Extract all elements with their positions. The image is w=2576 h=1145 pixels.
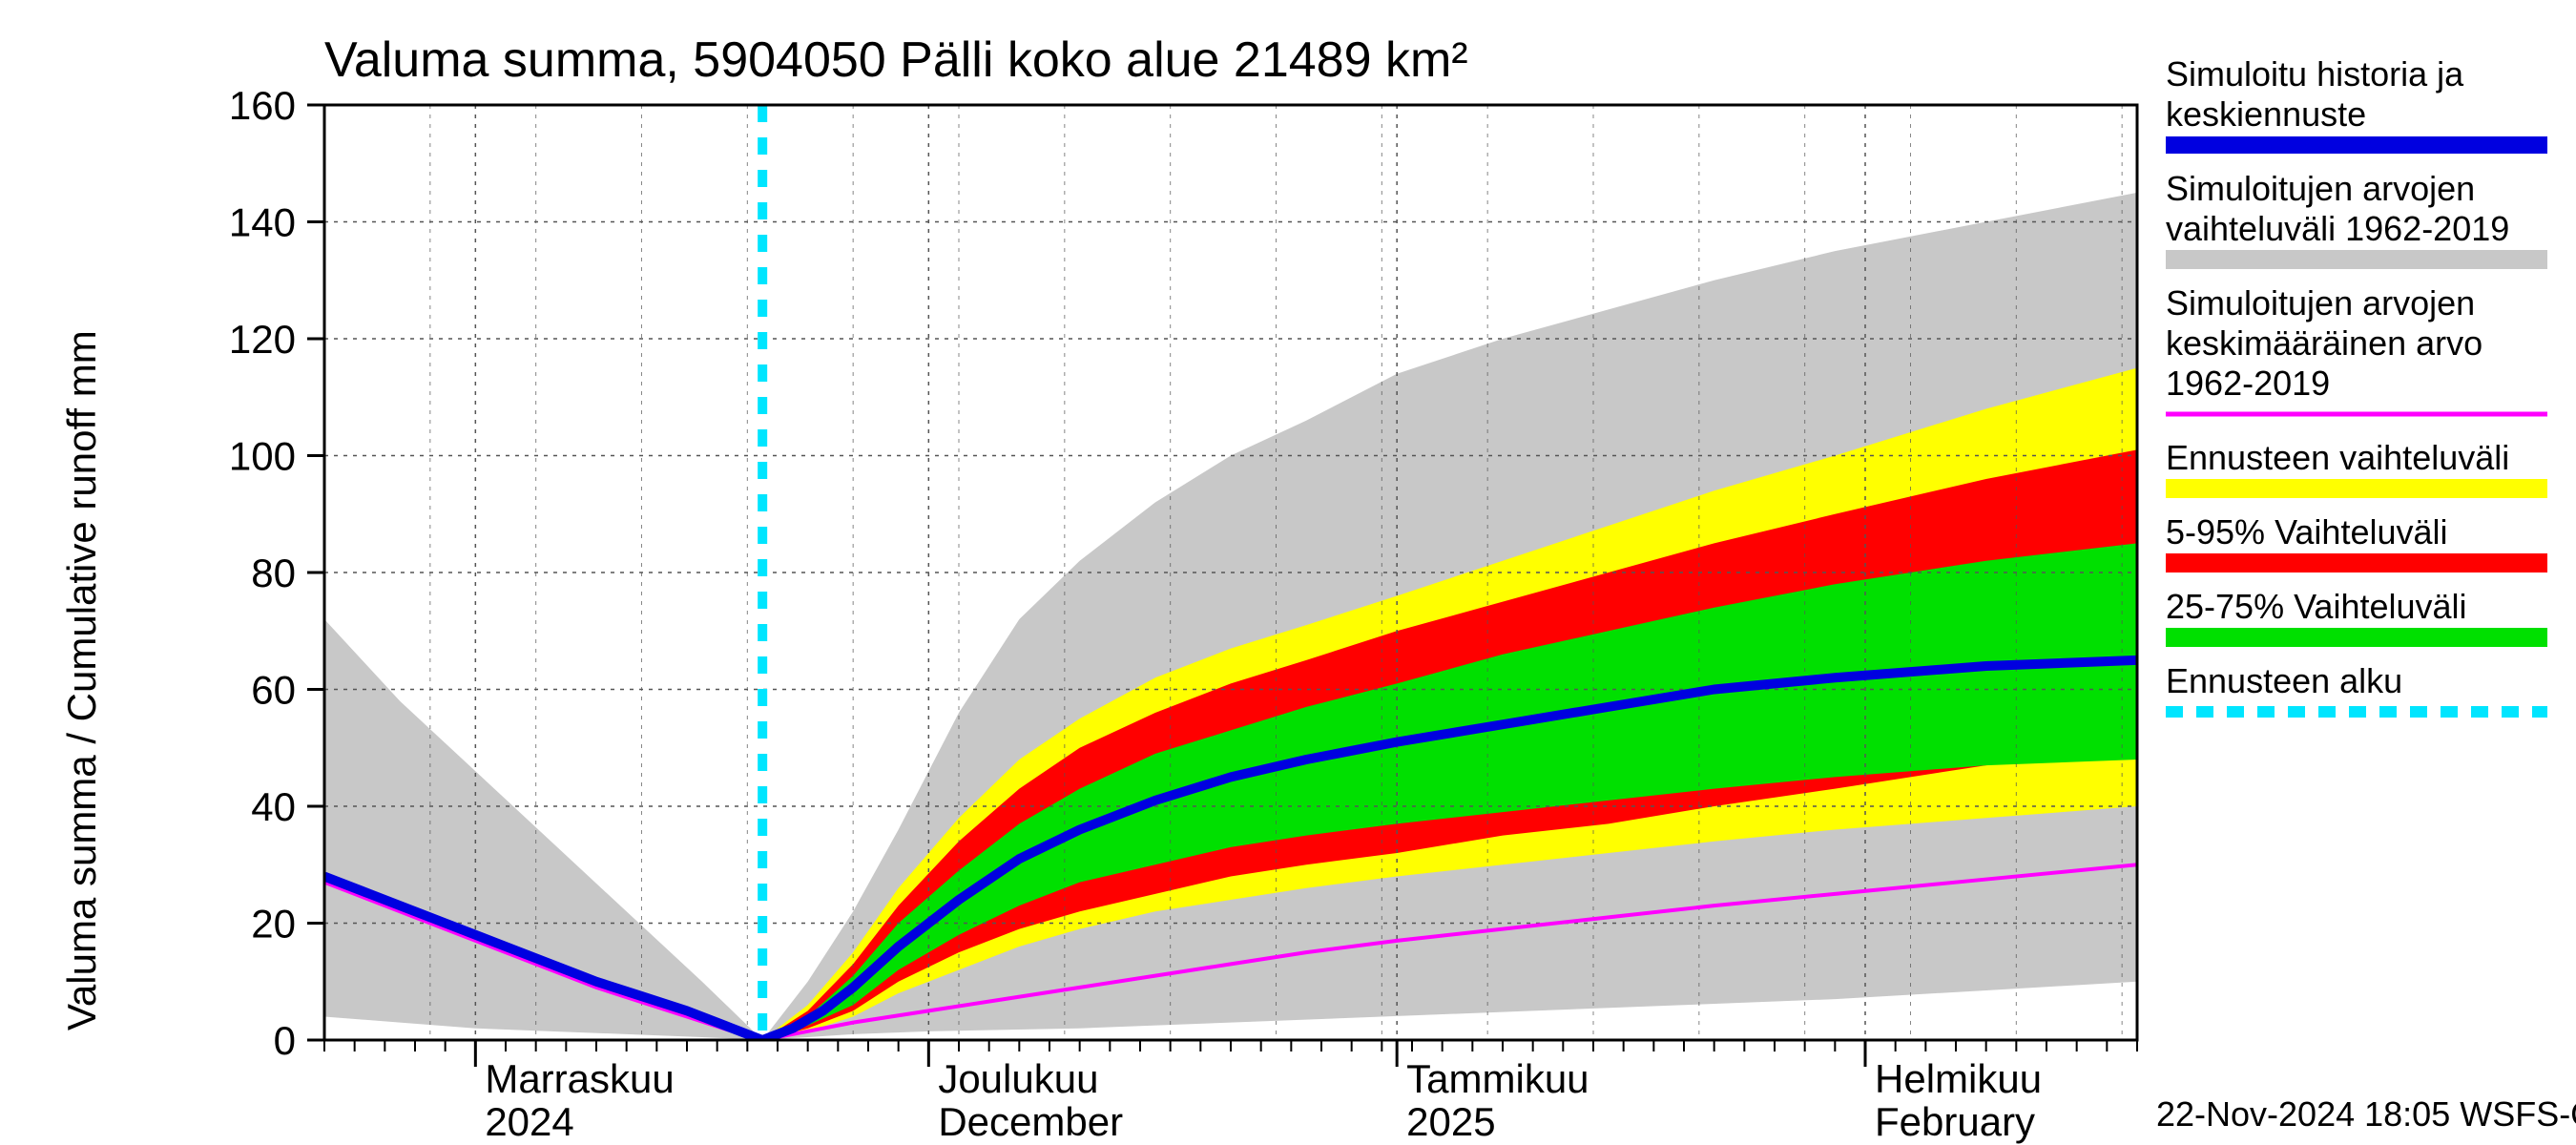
y-tick-label: 40 (251, 784, 296, 829)
x-tick-label-bottom: 2025 (1406, 1099, 1495, 1144)
legend-label: Ennusteen alku (2166, 661, 2402, 700)
chart-container: 0 20 40 60 80 100 120 140 160 Marraskuu2024 Jouluk… (0, 0, 2576, 1145)
legend-label: keskimääräinen arvo (2166, 323, 2483, 363)
y-tick-label: 60 (251, 668, 296, 713)
legend-label: 1962-2019 (2166, 364, 2330, 403)
y-tick-label: 160 (229, 83, 296, 128)
legend-swatch (2166, 250, 2547, 269)
x-tick-label-top: Helmikuu (1875, 1056, 2042, 1101)
y-tick-label: 140 (229, 200, 296, 245)
chart-title: Valuma summa, 5904050 Pälli koko alue 21… (324, 32, 1468, 88)
y-tick-label: 80 (251, 551, 296, 595)
legend-label: 25-75% Vaihteluväli (2166, 587, 2467, 626)
x-tick-label-top: Tammikuu (1406, 1056, 1589, 1101)
legend-label: Simuloitujen arvojen (2166, 283, 2475, 323)
legend-swatch (2166, 553, 2547, 572)
runoff-chart: 0 20 40 60 80 100 120 140 160 Marraskuu2024 Jouluk… (0, 0, 2576, 1145)
legend-swatch (2166, 628, 2547, 647)
legend-swatch (2166, 479, 2547, 498)
y-tick-label: 100 (229, 434, 296, 479)
x-tick-label-bottom: February (1875, 1099, 2035, 1144)
y-tick-label: 120 (229, 317, 296, 362)
legend-label: keskiennuste (2166, 94, 2366, 134)
legend-label: Ennusteen vaihteluväli (2166, 438, 2509, 477)
x-tick-label-top: Marraskuu (485, 1056, 674, 1101)
y-tick-label: 0 (274, 1018, 296, 1063)
chart-footer: 22-Nov-2024 18:05 WSFS-O (2156, 1094, 2576, 1134)
legend-label: Simuloitujen arvojen (2166, 169, 2475, 208)
y-axis-label: Valuma summa / Cumulative runoff mm (59, 330, 104, 1030)
y-tick-label: 20 (251, 902, 296, 947)
x-tick-label-top: Joulukuu (938, 1056, 1098, 1101)
legend-label: Simuloitu historia ja (2166, 54, 2464, 94)
x-tick-label-bottom: 2024 (485, 1099, 573, 1144)
legend-label: 5-95% Vaihteluväli (2166, 512, 2448, 552)
x-tick-label-bottom: December (938, 1099, 1123, 1144)
legend-label: vaihteluväli 1962-2019 (2166, 209, 2509, 248)
